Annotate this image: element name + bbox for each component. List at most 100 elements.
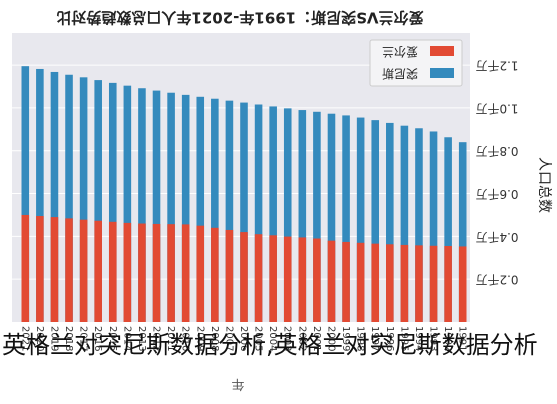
y-tick-label: 0.4千万 xyxy=(475,230,518,244)
bar-tunisia xyxy=(327,113,336,322)
bar-ireland xyxy=(79,219,88,322)
bar-ireland xyxy=(138,223,146,322)
bar-tunisia xyxy=(371,120,380,323)
x-tick-label: 2011 xyxy=(165,326,176,351)
bar-tunisia xyxy=(167,92,175,322)
bar-ireland xyxy=(458,246,467,322)
bar-ireland xyxy=(167,224,175,322)
x-tick-label: 2015 xyxy=(107,326,118,351)
bar-tunisia xyxy=(298,110,307,322)
bar-tunisia xyxy=(196,96,205,323)
bar-tunisia xyxy=(269,106,277,323)
bar-tunisia xyxy=(400,125,409,322)
bar-ireland xyxy=(50,217,59,322)
bar-ireland xyxy=(94,220,102,322)
bar-tunisia xyxy=(342,115,350,322)
bar-ireland xyxy=(298,237,307,322)
bar-tunisia xyxy=(36,68,44,322)
y-axis-label: 人口总数 xyxy=(536,157,552,213)
bar-ireland xyxy=(400,244,409,322)
x-tick-label: 1997 xyxy=(369,326,380,351)
bar-ireland xyxy=(386,244,394,322)
x-tick-label: 2008 xyxy=(209,326,220,351)
x-tick-label: 2003 xyxy=(282,326,293,351)
bar-ireland xyxy=(225,229,234,322)
bar-tunisia xyxy=(79,77,88,323)
bar-ireland xyxy=(240,232,248,322)
x-tick-label: 2010 xyxy=(180,326,191,351)
chart-title: 爱尔兰VS突尼斯：1991年-2021年人口总数趋势对比 xyxy=(56,9,423,27)
bar-tunisia xyxy=(123,85,132,322)
x-tick-label: 2019 xyxy=(48,326,59,351)
y-tick-label: 0.6千万 xyxy=(475,187,518,201)
bar-tunisia xyxy=(65,74,73,322)
x-tick-label: 1991 xyxy=(457,326,468,351)
bar-ireland xyxy=(123,222,132,322)
bar-ireland xyxy=(269,235,277,322)
x-tick-label: 2018 xyxy=(63,326,74,351)
bar-ireland xyxy=(444,246,452,322)
x-tick-label: 2021 xyxy=(19,326,30,351)
x-axis: 2021 2020 2019 2018 2017 2016 2015 2014 2013 2012… xyxy=(19,326,467,351)
legend-swatch-tunisia xyxy=(430,68,454,78)
x-tick-label: 1996 xyxy=(384,326,395,351)
bar-tunisia xyxy=(50,71,59,322)
x-tick-label: 2016 xyxy=(92,326,103,351)
legend-swatch-ireland xyxy=(430,46,454,56)
bar-ireland xyxy=(283,236,292,322)
x-tick-label: 1993 xyxy=(428,326,439,351)
x-tick-label: 2000 xyxy=(325,326,336,351)
bar-ireland xyxy=(152,223,161,322)
x-tick-label: 2002 xyxy=(296,326,307,351)
bar-tunisia xyxy=(152,90,161,322)
bar-tunisia xyxy=(458,142,467,322)
legend-label: 爱尔兰 xyxy=(382,45,418,60)
bars xyxy=(21,66,467,323)
bar-ireland xyxy=(254,234,263,322)
x-tick-label: 2020 xyxy=(34,326,45,351)
x-tick-label: 2005 xyxy=(253,326,264,351)
x-tick-label: 2009 xyxy=(194,326,205,351)
legend-label: 突尼斯 xyxy=(382,67,418,82)
bar-tunisia xyxy=(313,111,321,322)
bar-ireland xyxy=(181,224,190,322)
bar-tunisia xyxy=(211,98,219,323)
bar-tunisia xyxy=(225,100,234,323)
bar-tunisia xyxy=(415,128,423,322)
y-tick-label: 0.2千万 xyxy=(475,273,518,287)
x-tick-label: 2014 xyxy=(121,326,132,351)
bar-tunisia xyxy=(429,131,438,322)
x-tick-label: 2013 xyxy=(136,326,147,351)
bar-ireland xyxy=(211,227,219,322)
bar-tunisia xyxy=(94,80,102,322)
x-tick-label: 2004 xyxy=(267,326,278,351)
bar-ireland xyxy=(108,221,117,322)
caption-text: 英格兰对突尼斯数据分析,英格兰对突尼斯数据分析 xyxy=(2,331,538,359)
bar-ireland xyxy=(356,242,365,322)
bar-ireland xyxy=(196,225,205,322)
x-tick-label: 1998 xyxy=(355,326,366,351)
y-axis: 0.2千万 0.4千万 0.6千万 0.8千万 1.0千万 1.2千万 xyxy=(475,59,518,287)
x-tick-label: 1999 xyxy=(340,326,351,351)
bar-ireland xyxy=(429,245,438,322)
x-tick-label: 2006 xyxy=(238,326,249,351)
bar-tunisia xyxy=(283,108,292,323)
y-tick-label: 0.8千万 xyxy=(475,144,518,158)
bar-tunisia xyxy=(21,66,30,322)
x-tick-label: 1992 xyxy=(442,326,453,351)
bar-ireland xyxy=(65,218,73,322)
bar-tunisia xyxy=(240,102,248,323)
bar-ireland xyxy=(371,243,380,322)
x-tick-label: 2017 xyxy=(78,326,89,351)
x-tick-label: 2007 xyxy=(223,326,234,351)
x-tick-label: 2001 xyxy=(311,326,322,351)
bar-tunisia xyxy=(181,94,190,323)
bar-ireland xyxy=(36,216,44,322)
bar-tunisia xyxy=(108,82,117,322)
bar-ireland xyxy=(342,241,350,322)
bar-ireland xyxy=(313,238,321,322)
bar-ireland xyxy=(415,245,423,322)
